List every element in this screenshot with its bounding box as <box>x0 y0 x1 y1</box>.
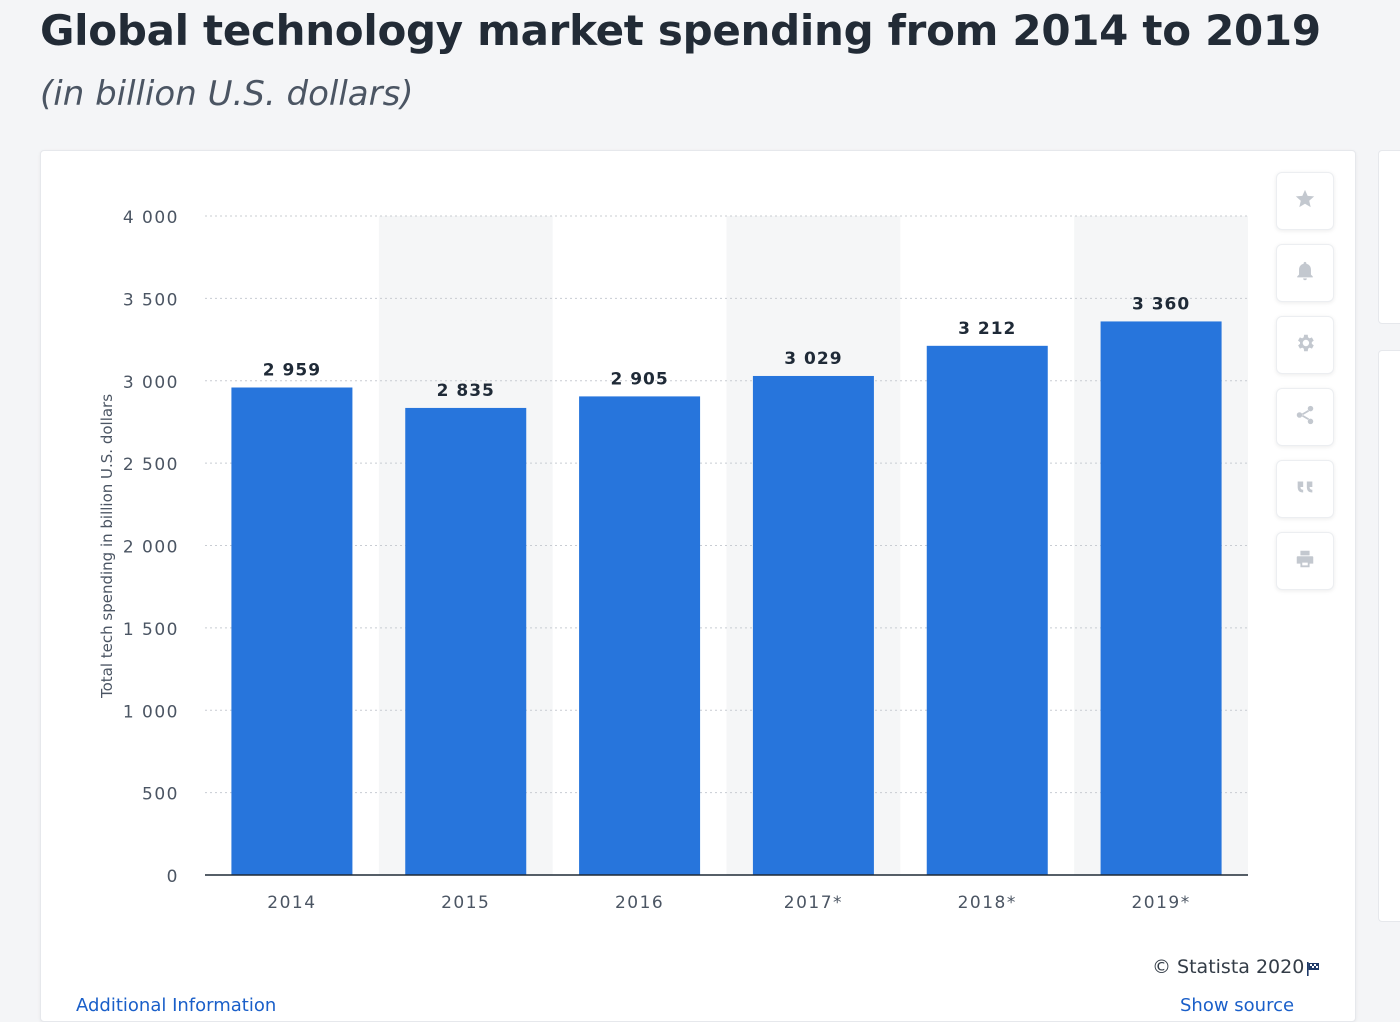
chart-toolbar <box>1276 172 1334 604</box>
x-tick-label: 2019* <box>1131 893 1190 913</box>
x-tick-label: 2017* <box>784 893 843 913</box>
favorite-button[interactable] <box>1276 172 1334 230</box>
star-icon <box>1294 188 1316 214</box>
data-label: 3 360 <box>1132 294 1190 314</box>
print-button[interactable] <box>1276 532 1334 590</box>
notification-button[interactable] <box>1276 244 1334 302</box>
side-panel-bottom <box>1378 350 1400 922</box>
side-panel-top <box>1378 150 1400 324</box>
statista-credit: © Statista 2020 <box>1152 956 1305 978</box>
bar <box>231 387 353 875</box>
y-tick-label: 3 500 <box>123 290 179 310</box>
data-label: 2 959 <box>263 361 321 381</box>
bar <box>405 407 527 875</box>
y-tick-label: 500 <box>142 785 179 805</box>
page-subtitle: (in billion U.S. dollars) <box>40 74 414 114</box>
x-tick-label: 2014 <box>267 893 316 913</box>
y-tick-label: 0 <box>167 867 179 887</box>
y-tick-label: 3 000 <box>123 373 179 393</box>
data-label: 3 029 <box>784 349 842 369</box>
data-label: 2 905 <box>610 369 668 389</box>
x-tick-label: 2016 <box>615 893 664 913</box>
y-tick-label: 1 500 <box>123 620 179 640</box>
quote-icon <box>1294 476 1316 502</box>
data-label: 2 835 <box>437 381 495 401</box>
x-tick-label: 2015 <box>441 893 490 913</box>
y-tick-label: 2 000 <box>123 538 179 558</box>
gear-icon <box>1294 332 1316 358</box>
data-label: 3 212 <box>958 319 1016 339</box>
bar <box>926 345 1048 875</box>
page-title: Global technology market spending from 2… <box>40 6 1321 55</box>
bar <box>1100 321 1222 875</box>
settings-button[interactable] <box>1276 316 1334 374</box>
show-source-link[interactable]: Show source <box>1180 995 1295 1016</box>
cite-button[interactable] <box>1276 460 1334 518</box>
bell-icon <box>1294 260 1316 286</box>
share-icon <box>1294 404 1316 430</box>
share-button[interactable] <box>1276 388 1334 446</box>
y-tick-label: 2 500 <box>123 455 179 475</box>
print-icon <box>1294 548 1316 574</box>
y-axis-title: Total tech spending in billion U.S. doll… <box>98 394 116 699</box>
flag-icon[interactable] <box>1305 961 1321 977</box>
additional-info-link[interactable]: Additional Information <box>76 995 277 1016</box>
x-tick-label: 2018* <box>958 893 1017 913</box>
bar <box>579 396 701 875</box>
bar <box>752 375 874 875</box>
y-tick-label: 1 000 <box>123 702 179 722</box>
y-tick-label: 4 000 <box>123 208 179 228</box>
